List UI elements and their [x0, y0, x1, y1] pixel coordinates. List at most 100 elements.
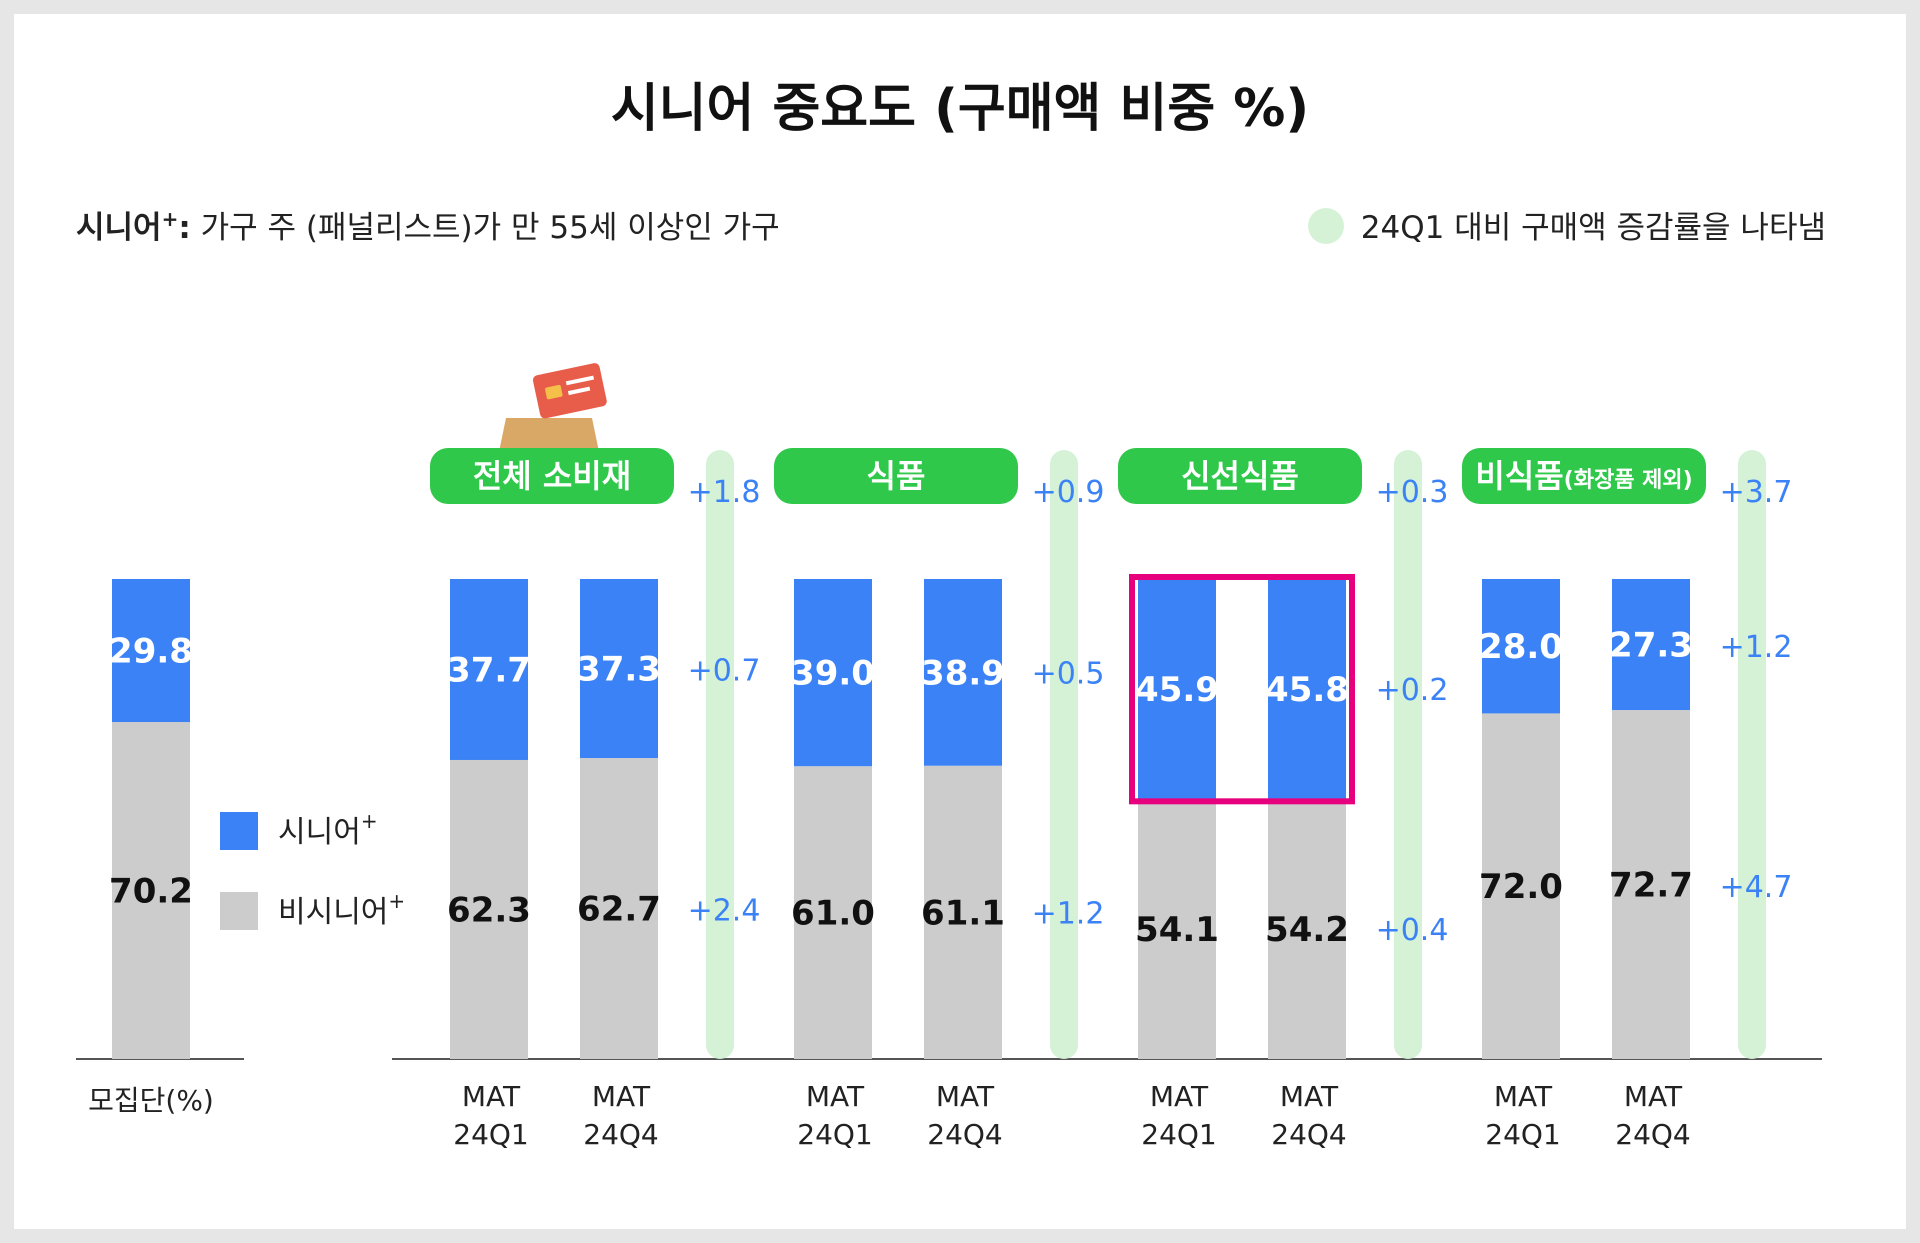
group-4-bar-1-senior-value: 28.0 [1479, 627, 1563, 667]
group-4-bar-2-senior-value: 27.3 [1609, 626, 1693, 666]
group-2-header-label: 식품 [867, 457, 926, 495]
group-2-bar-1-label-top: MAT [806, 1080, 865, 1113]
group-4-bar-2-non-senior-segment [1612, 710, 1690, 1059]
definition-term: 시니어 [76, 210, 162, 246]
credit-card-icon [532, 363, 607, 419]
group-2-bar-1-senior-segment [794, 579, 872, 767]
group-1-bar-2-senior-segment [580, 579, 658, 759]
group-4-bar-2-label-bottom: 24Q4 [1615, 1118, 1690, 1151]
group-1-bar-1-label-top: MAT [462, 1080, 521, 1113]
legend-label-1: 시니어+ [278, 809, 378, 850]
group-2-bar-1-non-senior-segment [794, 766, 872, 1059]
group-3-delta-band [1394, 450, 1422, 1059]
group-2-total-delta: +0.9 [1032, 475, 1105, 510]
group-1-bar-2-non-senior-segment [580, 758, 658, 1059]
legend-label-text: 시니어 [278, 815, 361, 850]
group-1-bar-1-senior-segment [450, 579, 528, 760]
group-1-senior-delta: +0.7 [688, 653, 761, 688]
group-1-bar-1-senior-value: 37.7 [447, 650, 531, 690]
group-1-header-label: 전체 소비재 [473, 457, 631, 495]
group-2-senior-delta: +0.5 [1032, 657, 1105, 692]
group-3-header-pill [1118, 448, 1362, 504]
group-1-bar-1-non-senior-segment [450, 759, 528, 1059]
legend-swatch-2 [220, 892, 258, 930]
group-1-bar-2-label-bottom: 24Q4 [583, 1118, 658, 1151]
group-1-header-pill [430, 448, 674, 504]
group-3-bar-2-non-senior-value: 54.2 [1265, 910, 1349, 950]
group-1-bar-2-senior-value: 37.3 [577, 650, 661, 690]
group-2-bar-2-non-senior-segment [924, 765, 1002, 1059]
group-3-bar-1-non-senior-value: 54.1 [1135, 910, 1219, 950]
legend-label-sup: + [388, 889, 405, 913]
group-1-non-senior-delta: +2.4 [688, 893, 761, 928]
group-3-highlight-box [1129, 574, 1355, 805]
senior-share-chart: 시니어 중요도 (구매액 비중 %) 시니어+: 가구 주 (패널리스트)가 만… [76, 79, 1826, 1151]
group-2-bar-1-non-senior-value: 61.0 [791, 894, 875, 934]
group-1-bar-2-non-senior-value: 62.7 [577, 890, 661, 930]
group-4-header-suffix: (화장품 제외) [1564, 468, 1693, 493]
group-2-bar-1-label-bottom: 24Q1 [797, 1118, 872, 1151]
definition-sup: + [162, 207, 179, 231]
group-4-header-label: 비식품(화장품 제외) [1475, 457, 1692, 495]
group-3-bar-2-non-senior-segment [1268, 798, 1346, 1059]
group-4-bar-1-senior-segment [1482, 579, 1560, 714]
definition-note: 시니어+: 가구 주 (패널리스트)가 만 55세 이상인 가구 [76, 207, 780, 246]
legend-label-sup: + [361, 809, 378, 833]
group-3-non-senior-delta: +0.4 [1376, 913, 1449, 948]
group-2-header-name: 식품 [867, 457, 926, 495]
group-1-bar-2-label-top: MAT [592, 1080, 651, 1113]
group-4-bar-1-label-top: MAT [1494, 1080, 1553, 1113]
group-1-total-delta: +1.8 [688, 475, 761, 510]
group-4-bar-1-non-senior-value: 72.0 [1479, 867, 1563, 907]
group-3-bar-2-label-top: MAT [1280, 1080, 1339, 1113]
group-1-header-name: 전체 소비재 [473, 457, 631, 495]
population-bar-non-senior-segment [112, 722, 190, 1059]
group-3-senior-delta: +0.2 [1376, 673, 1449, 708]
definition-colon: : [178, 210, 190, 246]
group-4-header-name: 비식품 [1475, 457, 1563, 495]
group-4-bar-2-label-top: MAT [1624, 1080, 1683, 1113]
group-3-total-delta: +0.3 [1376, 475, 1449, 510]
population-bar-non-senior-value: 70.2 [109, 872, 193, 912]
group-2-delta-band [1050, 450, 1078, 1059]
group-3-header-label: 신선식품 [1181, 457, 1299, 495]
group-1-bar-1-label-bottom: 24Q1 [453, 1118, 528, 1151]
group-4-non-senior-delta: +4.7 [1720, 870, 1793, 905]
group-3-bar-2-senior-segment [1268, 579, 1346, 799]
group-4-header-pill [1462, 448, 1706, 504]
population-bar-senior-value: 29.8 [109, 632, 193, 672]
group-3-bar-1-label-top: MAT [1150, 1080, 1209, 1113]
group-2-header-pill [774, 448, 1018, 504]
band-legend-swatch [1308, 208, 1344, 244]
group-2-bar-2-non-senior-value: 61.1 [921, 893, 1005, 933]
definition-text: 가구 주 (패널리스트)가 만 55세 이상인 가구 [191, 210, 780, 246]
legend-label-2: 비시니어+ [278, 889, 405, 930]
group-3-bar-2-label-bottom: 24Q4 [1271, 1118, 1346, 1151]
band-legend-note: 24Q1 대비 구매액 증감률을 나타냄 [1361, 210, 1826, 246]
group-2-non-senior-delta: +1.2 [1032, 897, 1105, 932]
legend-label-text: 비시니어 [278, 895, 388, 930]
group-4-bar-2-senior-segment [1612, 579, 1690, 711]
group-3-bar-1-label-bottom: 24Q1 [1141, 1118, 1216, 1151]
group-2-bar-2-label-bottom: 24Q4 [927, 1118, 1002, 1151]
group-2-bar-2-senior-segment [924, 579, 1002, 766]
group-3-bar-1-non-senior-segment [1138, 799, 1216, 1059]
group-2-bar-2-label-top: MAT [936, 1080, 995, 1113]
group-4-senior-delta: +1.2 [1720, 630, 1793, 665]
chart-frame: 시니어 중요도 (구매액 비중 %) 시니어+: 가구 주 (패널리스트)가 만… [14, 14, 1906, 1229]
group-3-bar-2-senior-value: 45.8 [1265, 670, 1349, 710]
group-2-bar-1-senior-value: 39.0 [791, 654, 875, 694]
group-3-bar-1-senior-value: 45.9 [1135, 670, 1219, 710]
group-1-delta-band [706, 450, 734, 1059]
group-1-bar-1-non-senior-value: 62.3 [447, 890, 531, 930]
group-4-total-delta: +3.7 [1720, 475, 1793, 510]
group-2-bar-2-senior-value: 38.9 [921, 653, 1005, 693]
legend-swatch-1 [220, 812, 258, 850]
population-bar-senior-segment [112, 579, 190, 723]
group-4-delta-band [1738, 450, 1766, 1059]
group-3-header-name: 신선식품 [1181, 457, 1299, 495]
group-4-bar-1-label-bottom: 24Q1 [1485, 1118, 1560, 1151]
chart-title: 시니어 중요도 (구매액 비중 %) [611, 79, 1309, 139]
group-3-bar-1-senior-segment [1138, 579, 1216, 800]
